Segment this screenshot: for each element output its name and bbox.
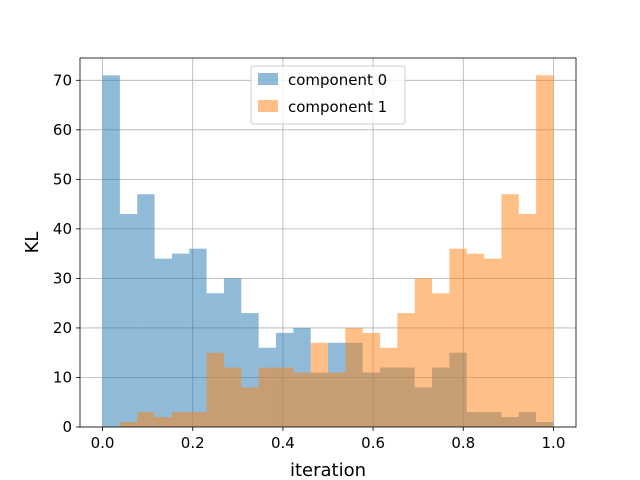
histogram-bar-component-1 — [518, 214, 537, 427]
histogram-bar-component-1 — [449, 248, 467, 427]
legend-label-component-1: component 1 — [288, 98, 387, 116]
x-axis-label: iteration — [290, 460, 366, 480]
histogram-bar-component-1 — [206, 352, 224, 427]
x-tick-label: 0.6 — [361, 434, 385, 452]
histogram-bar-component-1 — [137, 412, 155, 427]
histogram-bar-component-1 — [223, 367, 242, 427]
x-tick-label: 0.4 — [271, 434, 295, 452]
x-tick-label: 0.8 — [451, 434, 475, 452]
legend-swatch-component-0 — [258, 73, 278, 85]
histogram-bar-component-1 — [397, 313, 415, 427]
ticks: 0.0 0.2 0.4 0.6 0.8 1.0 0 10 20 30 40 50 60 70 — [53, 71, 565, 452]
y-axis-label: KL — [22, 232, 43, 254]
histogram-bar-component-1 — [310, 342, 328, 427]
y-tick-label: 10 — [53, 368, 72, 386]
histogram-bar-component-1 — [119, 422, 138, 427]
histogram-bar-component-0 — [154, 258, 172, 427]
histogram-bar-component-1 — [414, 278, 433, 427]
histogram-bar-component-1 — [501, 194, 519, 427]
x-tick-label: 0.0 — [91, 434, 115, 452]
histogram-bar-component-1 — [362, 332, 381, 427]
histogram-bar-component-1 — [380, 347, 398, 427]
histogram-bar-component-1 — [345, 327, 363, 427]
histogram-bar-component-1 — [328, 372, 346, 427]
histogram-bar-component-1 — [275, 367, 294, 427]
plot-frame — [79, 57, 577, 428]
histogram-bar-component-1 — [171, 412, 190, 427]
histogram-bar-component-1 — [293, 372, 311, 427]
histogram-bar-component-1 — [241, 387, 259, 427]
y-tick-label: 70 — [53, 71, 72, 89]
histogram-bar-component-1 — [258, 367, 276, 427]
legend-box — [250, 65, 406, 125]
y-tick-label: 30 — [53, 269, 72, 287]
histogram-bar-component-1 — [189, 412, 207, 427]
y-tick-label: 20 — [53, 319, 72, 337]
y-tick-label: 50 — [53, 170, 72, 188]
histogram-bar-component-1 — [484, 258, 502, 427]
histogram-bar-component-1 — [154, 417, 172, 427]
histogram-bar-component-0 — [189, 248, 207, 427]
y-tick-label: 60 — [53, 121, 72, 139]
histogram-bar-component-0 — [119, 214, 138, 427]
y-tick-label: 0 — [62, 418, 72, 436]
histogram-bar-component-0 — [171, 253, 190, 427]
histogram-bar-component-0 — [102, 75, 120, 427]
histogram-bar-component-0 — [137, 194, 155, 427]
histogram-bar-component-1 — [466, 253, 485, 427]
x-tick-label: 0.2 — [181, 434, 205, 452]
histogram-bar-component-1 — [536, 75, 554, 427]
bars — [102, 75, 554, 427]
histogram-bar-component-1 — [432, 293, 450, 427]
legend: component 0 component 1 — [250, 65, 406, 125]
x-tick-label: 1.0 — [542, 434, 566, 452]
legend-label-component-0: component 0 — [288, 71, 387, 89]
legend-swatch-component-1 — [258, 100, 278, 112]
y-tick-label: 40 — [53, 220, 72, 238]
